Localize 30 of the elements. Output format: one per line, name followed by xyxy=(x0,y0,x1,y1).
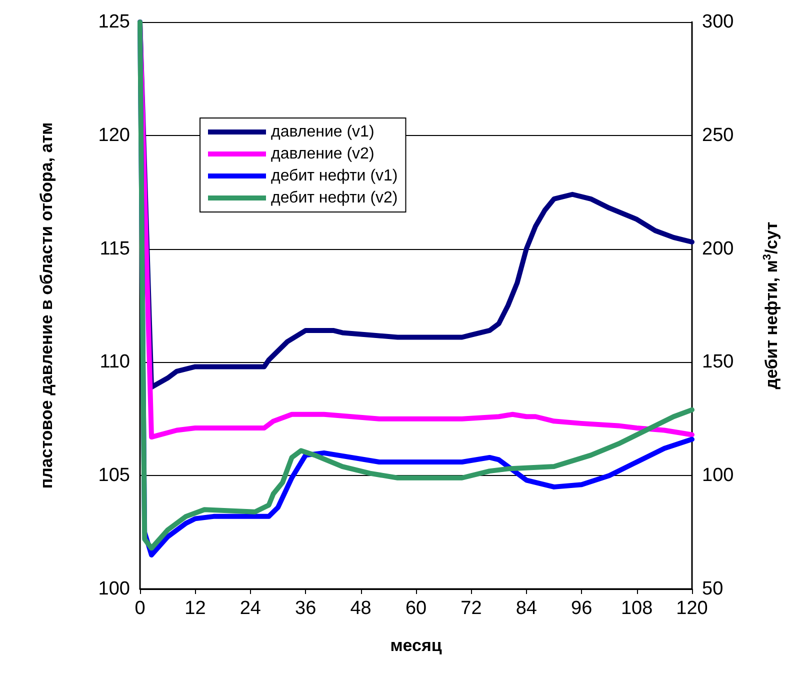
y-tick-label: 110 xyxy=(100,352,130,373)
x-tick-label: 0 xyxy=(134,598,146,619)
y2-tick-label: 150 xyxy=(702,352,734,373)
y2-tick-label: 100 xyxy=(702,465,734,486)
x-axis-title: месяц xyxy=(390,636,442,655)
y-tick-label: 125 xyxy=(98,12,130,32)
legend-label: дебит нефти (v1) xyxy=(271,168,398,184)
y-tick-label: 105 xyxy=(98,465,130,486)
y2-tick-label: 250 xyxy=(702,124,734,146)
x-tick-label: 48 xyxy=(350,598,372,619)
x-tick-label: 12 xyxy=(184,598,206,619)
x-tick-label: 60 xyxy=(405,598,427,619)
legend-label: дебит нефти (v2) xyxy=(271,190,398,206)
x-tick-label: 72 xyxy=(460,598,482,619)
x-tick-label: 36 xyxy=(295,598,316,619)
y-tick-label: 115 xyxy=(100,238,130,260)
y-axis-title: пластовое давление в области отбора, атм xyxy=(37,122,56,489)
x-tick-label: 120 xyxy=(676,598,708,619)
legend-label: давление (v1) xyxy=(271,124,374,140)
y-tick-label: 100 xyxy=(98,578,130,600)
y2-tick-label: 50 xyxy=(702,578,724,600)
y2-axis-title: дебит нефти, м3/сут xyxy=(762,222,781,390)
x-tick-label: 84 xyxy=(516,598,538,619)
y-tick-label: 120 xyxy=(98,124,130,146)
x-tick-label: 108 xyxy=(620,598,653,619)
x-tick-label: 24 xyxy=(240,598,262,619)
y2-tick-label: 300 xyxy=(702,12,734,32)
y2-tick-label: 200 xyxy=(702,238,734,260)
legend-label: давление (v2) xyxy=(271,146,374,162)
x-tick-label: 96 xyxy=(571,598,592,619)
